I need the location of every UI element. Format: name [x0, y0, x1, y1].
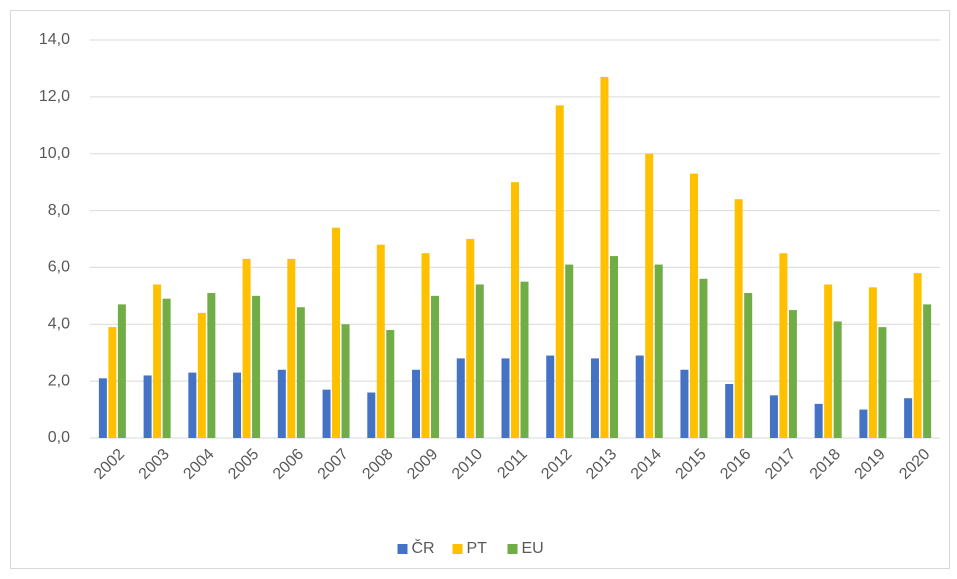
legend-swatch [507, 544, 518, 554]
bar [277, 369, 286, 438]
bar [654, 264, 663, 438]
bar [600, 76, 609, 438]
y-tick-label: 0,0 [48, 429, 70, 446]
bar [332, 227, 341, 438]
bar [734, 199, 743, 438]
legend-label: ČR [412, 538, 435, 557]
bar [769, 395, 778, 438]
legend-label: PT [467, 540, 488, 557]
bar [431, 295, 440, 438]
bar [376, 244, 385, 438]
bar [287, 258, 296, 438]
bar [233, 372, 242, 438]
bar [456, 358, 465, 438]
y-tick-label: 14,0 [39, 31, 70, 48]
y-tick-label: 8,0 [48, 202, 70, 219]
bar [609, 256, 618, 438]
y-tick-label: 10,0 [39, 145, 70, 162]
bar [252, 295, 261, 438]
y-tick-label: 12,0 [39, 88, 70, 105]
bar [475, 284, 484, 438]
bar [242, 258, 251, 438]
bar [868, 287, 877, 438]
bar [322, 389, 331, 438]
bar [207, 293, 216, 438]
bar [153, 284, 162, 438]
bar [98, 378, 107, 438]
bar [814, 403, 823, 438]
bar [590, 358, 599, 438]
bar [386, 329, 395, 438]
legend-swatch [397, 544, 408, 554]
bar [680, 369, 689, 438]
bar [108, 327, 117, 438]
bar [565, 264, 574, 438]
bar [555, 105, 564, 438]
bar [421, 253, 430, 438]
bar [635, 355, 644, 438]
bar [296, 307, 305, 438]
bar [904, 398, 913, 438]
y-tick-label: 2,0 [48, 372, 70, 389]
bar [412, 369, 421, 438]
bar [341, 324, 350, 438]
bar [913, 273, 922, 438]
bar [725, 383, 734, 438]
bar [689, 173, 698, 438]
bar [833, 321, 842, 438]
bar [520, 281, 529, 438]
bar [117, 304, 126, 438]
bar [923, 304, 932, 438]
bar [824, 284, 833, 438]
bar [143, 375, 152, 438]
bar [511, 182, 519, 438]
bar [645, 153, 654, 438]
bar [466, 239, 475, 438]
bar [188, 372, 197, 438]
legend-label: EU [522, 540, 544, 557]
bar [878, 327, 887, 438]
bar [546, 355, 555, 438]
bar [162, 298, 171, 438]
bar [788, 310, 797, 438]
y-tick-label: 6,0 [48, 259, 70, 276]
bar [699, 278, 708, 438]
bar [367, 392, 376, 438]
bar [779, 253, 788, 438]
bar [501, 358, 510, 438]
bar [859, 409, 868, 438]
y-tick-label: 4,0 [48, 316, 70, 333]
bar [197, 312, 206, 438]
bar [744, 293, 753, 438]
legend-swatch [452, 544, 463, 554]
